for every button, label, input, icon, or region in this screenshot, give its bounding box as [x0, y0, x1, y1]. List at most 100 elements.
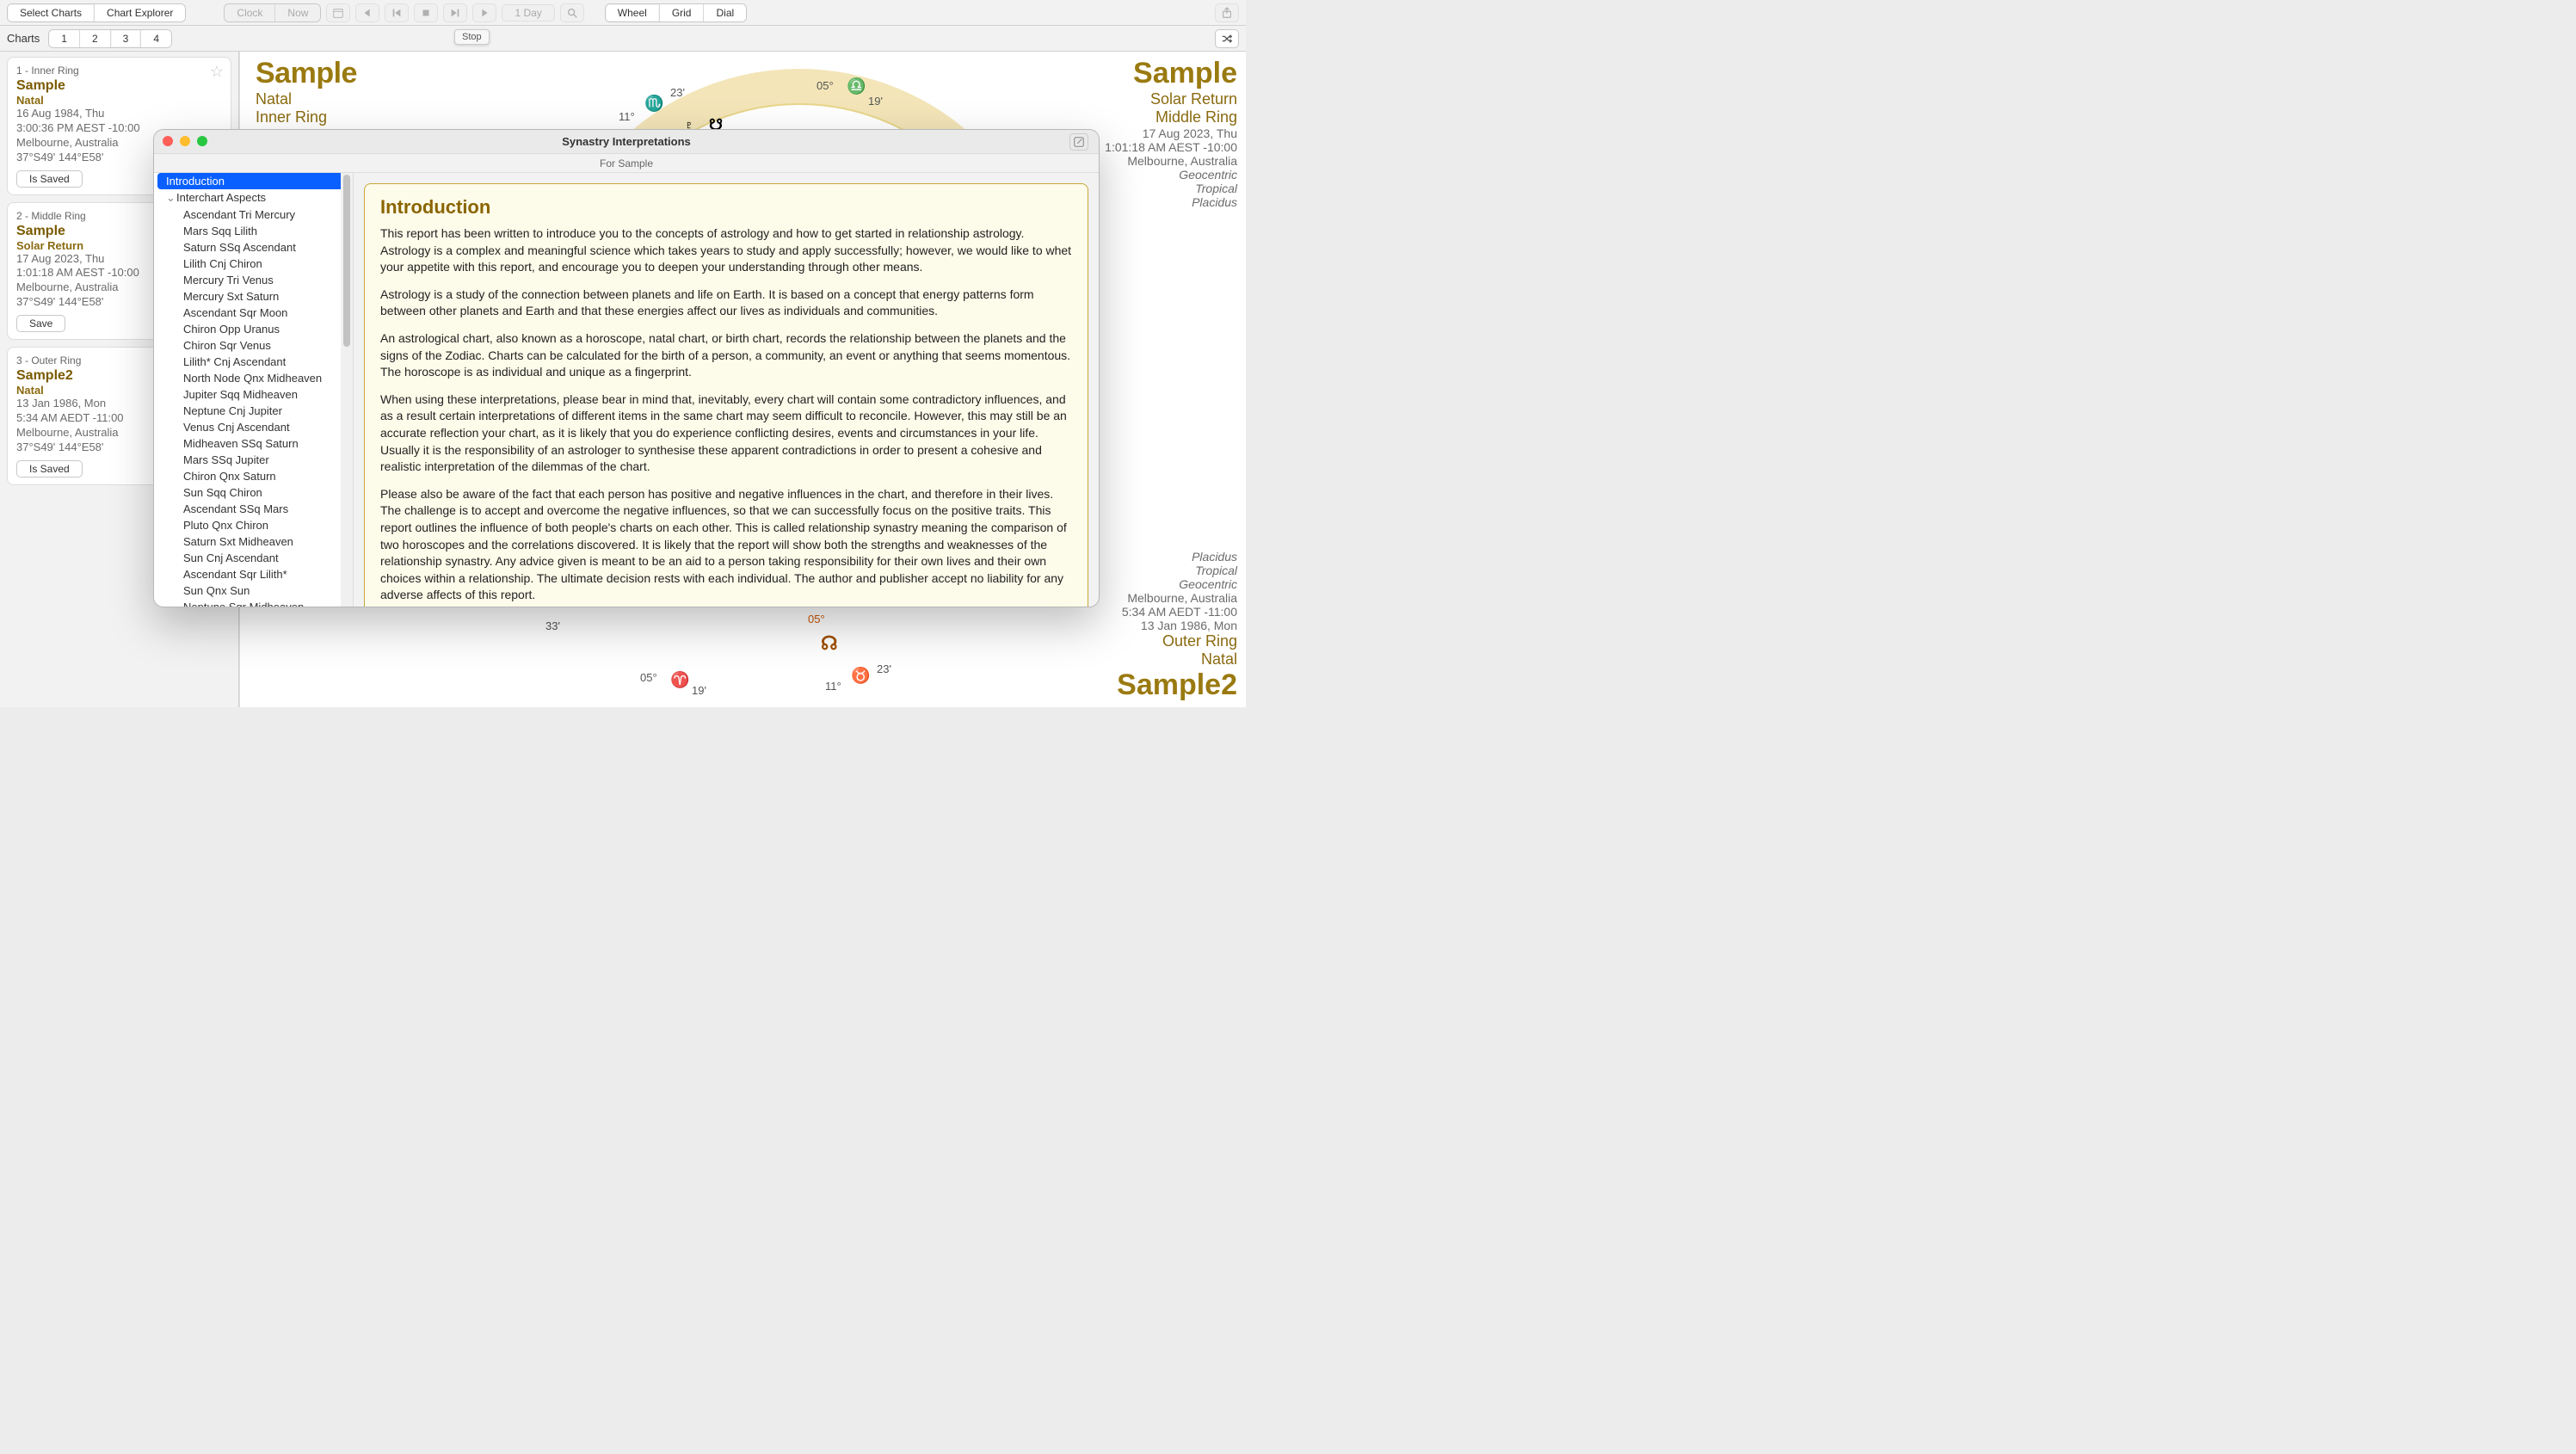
tree-item[interactable]: North Node Qnx Midheaven	[154, 370, 353, 386]
charts-label: Charts	[7, 32, 40, 45]
tree-item[interactable]: Sun Qnx Sun	[154, 582, 353, 599]
search-icon[interactable]	[560, 3, 584, 22]
grid-view-tab[interactable]: Grid	[660, 4, 705, 22]
tree-item[interactable]: Jupiter Sqq Midheaven	[154, 386, 353, 403]
tree-item[interactable]: Mars SSq Jupiter	[154, 452, 353, 468]
next-fast-icon[interactable]	[472, 3, 496, 22]
synastry-window: Synastry Interpretations For Sample Intr…	[153, 129, 1100, 607]
chart-system: Placidus	[1117, 550, 1237, 564]
tree-item[interactable]: Saturn SSq Ascendant	[154, 239, 353, 256]
paragraph: Astrology is a study of the connection b…	[380, 286, 1072, 320]
chart-type: Natal	[1117, 650, 1237, 668]
tree-item[interactable]: Ascendant Sqr Moon	[154, 305, 353, 321]
save-button[interactable]: Save	[16, 315, 65, 332]
paragraph: This report has been written to introduc…	[380, 225, 1072, 276]
chart-place: Melbourne, Australia	[1105, 154, 1237, 168]
window-subtitle: For Sample	[154, 154, 1099, 173]
now-button[interactable]: Now	[275, 4, 320, 22]
tree-item[interactable]: Mercury Sxt Saturn	[154, 288, 353, 305]
minute-label: 23'	[670, 86, 685, 99]
paragraph: Please also be aware of the fact that ea…	[380, 486, 1072, 604]
calendar-icon[interactable]	[326, 3, 350, 22]
minute-label: 23'	[877, 662, 891, 675]
star-icon[interactable]: ☆	[210, 63, 224, 81]
tree-group-interchart[interactable]: ⌄Interchart Aspects	[154, 189, 353, 206]
step-size[interactable]: 1 Day	[502, 4, 554, 22]
window-titlebar[interactable]: Synastry Interpretations	[154, 130, 1099, 154]
traffic-lights	[163, 136, 207, 146]
save-button[interactable]: Is Saved	[16, 170, 83, 188]
chart-explorer-tab[interactable]: Chart Explorer	[95, 4, 185, 22]
tree-item[interactable]: Ascendant Tri Mercury	[154, 206, 353, 223]
aspect-tree[interactable]: Introduction ⌄Interchart Aspects Ascenda…	[154, 173, 354, 607]
window-title: Synastry Interpretations	[562, 135, 691, 148]
window-body: Introduction ⌄Interchart Aspects Ascenda…	[154, 173, 1099, 607]
chart-slot-3[interactable]: 3	[111, 30, 142, 47]
close-icon[interactable]	[163, 136, 173, 146]
zoom-icon[interactable]	[197, 136, 207, 146]
select-charts-tab[interactable]: Select Charts	[8, 4, 95, 22]
step-forward-icon[interactable]	[443, 3, 467, 22]
chart-slot-2[interactable]: 2	[80, 30, 111, 47]
dial-view-tab[interactable]: Dial	[704, 4, 746, 22]
clock-button[interactable]: Clock	[225, 4, 275, 22]
tree-item[interactable]: Ascendant SSq Mars	[154, 501, 353, 517]
tree-item[interactable]: Chiron Qnx Saturn	[154, 468, 353, 484]
ring-num: 1 - Inner Ring	[16, 65, 222, 77]
tree-item[interactable]: Neptune Sqr Midheaven	[154, 599, 353, 607]
ring-date: 16 Aug 1984, Thu	[16, 107, 222, 121]
chart-footer-right: Placidus Tropical Geocentric Melbourne, …	[1117, 550, 1237, 702]
chart-ring-label: Middle Ring	[1105, 108, 1237, 126]
tree-item[interactable]: Lilith* Cnj Ascendant	[154, 354, 353, 370]
chart-system: Tropical	[1117, 564, 1237, 577]
degree-label: 11°	[619, 110, 635, 123]
chart-slot-4[interactable]: 4	[141, 30, 171, 47]
chart-system: Placidus	[1105, 195, 1237, 209]
chart-ring-label: Inner Ring	[256, 108, 357, 126]
tree-item[interactable]: Mercury Tri Venus	[154, 272, 353, 288]
tree-item[interactable]: Ascendant Sqr Lilith*	[154, 566, 353, 582]
step-back-icon[interactable]	[385, 3, 409, 22]
tree-item[interactable]: Venus Cnj Ascendant	[154, 419, 353, 435]
shuffle-icon[interactable]	[1215, 29, 1239, 48]
paragraph: An astrological chart, also known as a h…	[380, 330, 1072, 381]
chart-slot-1[interactable]: 1	[49, 30, 80, 47]
degree-label: 05°	[817, 79, 834, 92]
chart-time: 5:34 AM AEDT -11:00	[1117, 605, 1237, 619]
chart-header-right: Sample Solar Return Middle Ring 17 Aug 2…	[1105, 57, 1237, 209]
share-icon[interactable]	[1215, 3, 1239, 22]
libra-glyph: ♎	[847, 77, 866, 95]
chart-title: Sample	[256, 57, 357, 90]
edit-icon[interactable]	[1069, 133, 1088, 151]
minute-label: 19'	[692, 684, 706, 697]
interpretation-box: Introduction This report has been writte…	[364, 183, 1088, 607]
minute-label: 19'	[868, 95, 883, 108]
view-segmented: Wheel Grid Dial	[605, 3, 747, 22]
tree-item[interactable]: Pluto Qnx Chiron	[154, 517, 353, 533]
minimize-icon[interactable]	[180, 136, 190, 146]
tree-item-introduction[interactable]: Introduction	[157, 173, 349, 189]
tree-item[interactable]: Sun Cnj Ascendant	[154, 550, 353, 566]
chart-system: Tropical	[1105, 182, 1237, 195]
save-button[interactable]: Is Saved	[16, 460, 83, 477]
stop-icon[interactable]	[414, 3, 438, 22]
tree-scrollbar[interactable]	[341, 173, 353, 607]
tree-item[interactable]: Sun Sqq Chiron	[154, 484, 353, 501]
chart-place: Melbourne, Australia	[1117, 591, 1237, 605]
tree-item[interactable]: Midheaven SSq Saturn	[154, 435, 353, 452]
prev-fast-icon[interactable]	[355, 3, 379, 22]
time-segmented: Clock Now	[224, 3, 321, 22]
main-toolbar: Select Charts Chart Explorer Clock Now 1…	[0, 0, 1246, 26]
tree-group-label: Interchart Aspects	[176, 191, 266, 204]
tree-item[interactable]: Saturn Sxt Midheaven	[154, 533, 353, 550]
wheel-view-tab[interactable]: Wheel	[606, 4, 660, 22]
tree-item[interactable]: Chiron Opp Uranus	[154, 321, 353, 337]
tree-item[interactable]: Lilith Cnj Chiron	[154, 256, 353, 272]
chart-title: Sample	[1105, 57, 1237, 90]
degree-label: 05°	[808, 613, 825, 625]
tree-item[interactable]: Mars Sqq Lilith	[154, 223, 353, 239]
tree-item[interactable]: Chiron Sqr Venus	[154, 337, 353, 354]
minute-label: 33'	[545, 619, 560, 632]
tree-item[interactable]: Neptune Cnj Jupiter	[154, 403, 353, 419]
chart-type: Solar Return	[1105, 90, 1237, 108]
